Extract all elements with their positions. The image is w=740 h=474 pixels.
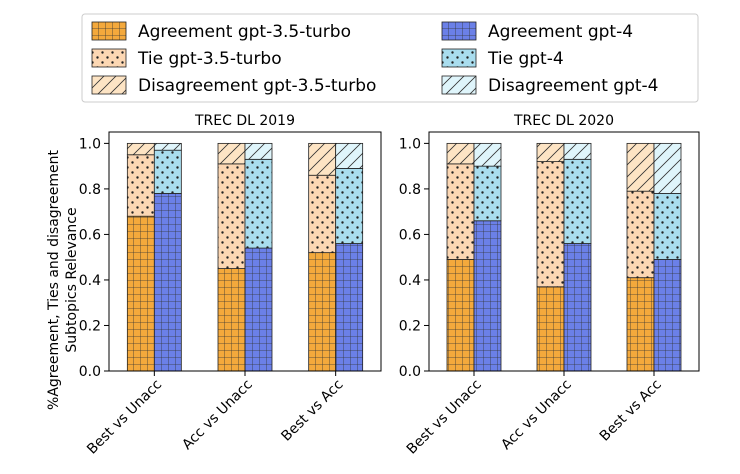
bar-gpt35-tie-3	[308, 174, 337, 254]
legend-label-1: Agreement gpt-4	[488, 22, 633, 42]
bar-gpt4-tie-1	[473, 165, 502, 222]
bar-gpt35-tie-2	[536, 161, 565, 288]
legend-swatch-1	[441, 21, 477, 41]
bar-gpt35-agreement-3	[308, 252, 337, 372]
y-axis-label-line1: %Agreement, Ties and disagreement	[46, 150, 62, 410]
legend-frame	[81, 13, 699, 103]
y-tick-label: 0.2	[399, 318, 421, 334]
bar-gpt4-disagreement-1	[153, 142, 182, 151]
y-tick-label: 0.4	[399, 273, 421, 289]
bar-gpt35-agreement-1	[126, 215, 155, 372]
y-tick-label: 0.4	[79, 273, 101, 289]
legend-swatch-3	[441, 48, 477, 68]
y-tick-label: 0.0	[399, 364, 421, 380]
bar-gpt35-tie-1	[126, 154, 155, 217]
y-tick-label: 0.8	[399, 182, 421, 198]
bar-gpt4-tie-2	[563, 158, 592, 244]
x-tick-label: Best vs Acc	[278, 377, 346, 445]
x-tick-label: Acc vs Unacc	[498, 377, 575, 454]
bar-gpt35-agreement-2	[217, 268, 246, 372]
bar-gpt4-agreement-2	[563, 243, 592, 372]
bar-gpt35-disagreement-2	[217, 142, 246, 165]
panel-2: TREC DL 2020 0.0 0.2 0.4 0.6 0.8 1.0 Best vs Un…	[399, 113, 700, 458]
y-tick-label: 0.2	[79, 318, 101, 334]
bar-gpt35-tie-3	[626, 190, 655, 279]
y-tick-label: 0.8	[79, 182, 101, 198]
bar-gpt4-tie-3	[335, 168, 364, 244]
y-tick-label: 0.6	[399, 227, 421, 243]
y-tick-label: 0.0	[79, 364, 101, 380]
panel-title: TREC DL 2020	[513, 113, 614, 129]
legend-label-5: Disagreement gpt-4	[488, 76, 658, 96]
x-tick-label: Best vs Acc	[597, 377, 665, 445]
x-tick-label: Best vs Unacc	[404, 377, 485, 458]
y-tick-label: 0.6	[79, 227, 101, 243]
bar-gpt4-agreement-3	[335, 243, 364, 372]
panel-1: TREC DL 2019 0.0 0.2 0.4 0.6 0.8 1.0 Best vs Un…	[79, 113, 382, 458]
y-tick-label: 1.0	[79, 136, 101, 152]
legend-label-2: Tie gpt-3.5-turbo	[137, 49, 282, 69]
bar-gpt4-agreement-2	[244, 247, 273, 372]
plot-frame	[428, 131, 700, 372]
bar-gpt4-agreement-3	[653, 259, 682, 372]
bar-gpt35-tie-2	[217, 163, 246, 269]
bar-gpt4-tie-2	[244, 158, 273, 249]
bar-gpt35-disagreement-1	[126, 142, 155, 156]
x-tick-label: Acc vs Unacc	[179, 377, 256, 454]
bar-gpt4-disagreement-2	[563, 142, 592, 160]
x-tick-label: Best vs Unacc	[84, 377, 165, 458]
bar-gpt35-disagreement-2	[536, 142, 565, 162]
bar-gpt4-disagreement-2	[244, 142, 273, 160]
bar-gpt35-agreement-2	[536, 286, 565, 372]
bar-gpt35-agreement-1	[446, 259, 475, 372]
bar-gpt35-agreement-3	[626, 277, 655, 372]
bar-gpt35-disagreement-3	[626, 142, 655, 192]
bar-gpt35-tie-1	[446, 163, 475, 260]
bar-gpt4-tie-1	[153, 149, 182, 194]
bar-gpt4-agreement-1	[473, 220, 502, 372]
bar-gpt4-tie-3	[653, 193, 682, 260]
bar-gpt4-disagreement-1	[473, 142, 502, 167]
bar-gpt35-disagreement-3	[308, 142, 337, 176]
legend-label-4: Disagreement gpt-3.5-turbo	[138, 76, 376, 96]
y-axis-label-line2: Subtopics Relevance	[64, 207, 80, 352]
legend: Agreement gpt-3.5-turbo Agreement gpt-4 Ti…	[81, 13, 699, 103]
plot-frame	[108, 131, 382, 372]
bar-gpt35-disagreement-1	[446, 142, 475, 165]
y-tick-label: 1.0	[399, 136, 421, 152]
legend-swatch-5	[441, 75, 477, 95]
legend-label-0: Agreement gpt-3.5-turbo	[138, 22, 351, 42]
bar-gpt4-agreement-1	[153, 193, 182, 372]
legend-label-3: Tie gpt-4	[487, 49, 564, 69]
bar-gpt4-disagreement-3	[653, 142, 682, 194]
panel-title: TREC DL 2019	[194, 113, 295, 129]
legend-swatch-4	[91, 75, 127, 95]
legend-swatch-2	[91, 48, 127, 68]
legend-swatch-0	[91, 21, 127, 41]
bar-gpt4-disagreement-3	[335, 142, 364, 169]
